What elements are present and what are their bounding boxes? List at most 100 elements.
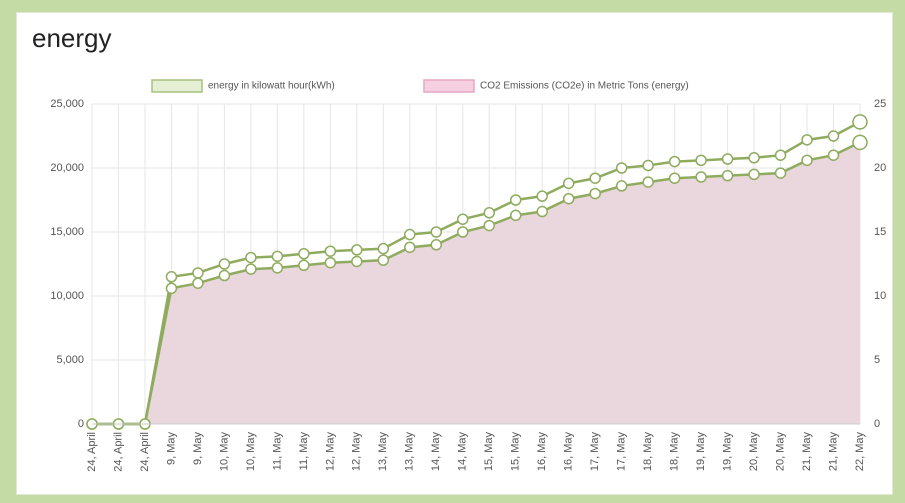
point [562, 177, 575, 190]
point [324, 245, 337, 257]
y2-tick-label: 0 [874, 418, 880, 430]
point [748, 168, 760, 181]
x-tick-label: 14, May [457, 432, 469, 472]
x-tick-label: 12, May [351, 432, 363, 472]
legend-label: energy in kilowatt hour(kWh) [208, 81, 335, 92]
x-tick-label: 24, April [112, 432, 124, 472]
point [430, 239, 443, 251]
point [589, 172, 601, 184]
x-tick-label: 19, May [695, 432, 707, 472]
y2-tick-label: 25 [874, 98, 886, 110]
point [774, 167, 787, 179]
legend-label: CO2 Emissions (CO2e) in Metric Tons (ene… [480, 81, 689, 92]
point [615, 180, 628, 192]
point [589, 187, 601, 200]
point [852, 134, 868, 151]
point [271, 250, 284, 263]
x-tick-label: 18, May [642, 432, 654, 472]
point [430, 226, 443, 238]
point [324, 256, 337, 269]
x-tick-label: 9, May [192, 432, 204, 466]
point [351, 255, 363, 268]
point [483, 207, 495, 219]
point [192, 277, 204, 289]
point [801, 134, 813, 146]
point [298, 248, 310, 260]
legend-swatch [151, 79, 203, 93]
point [404, 241, 416, 254]
point [245, 263, 257, 275]
point [509, 194, 522, 206]
point [271, 262, 284, 274]
x-tick-label: 10, May [218, 432, 230, 472]
point [509, 209, 522, 222]
point [721, 169, 734, 182]
x-tick-label: 17, May [616, 432, 628, 472]
point [695, 154, 707, 167]
y-tick-label: 10,000 [50, 290, 84, 302]
x-tick-label: 16, May [563, 432, 575, 472]
point [721, 153, 734, 165]
x-tick-label: 11, May [271, 432, 283, 471]
chart-title: energy [32, 23, 112, 53]
x-tick-label: 18, May [669, 432, 681, 472]
point [218, 258, 231, 270]
point [165, 271, 178, 283]
y2-tick-label: 15 [874, 226, 886, 238]
point [695, 171, 707, 183]
y-tick-label: 0 [78, 418, 84, 430]
x-tick-label: 21, May [827, 432, 839, 472]
point [668, 172, 681, 184]
x-tick-label: 20, May [748, 432, 760, 472]
x-tick-label: 13, May [377, 432, 389, 472]
x-tick-label: 11, May [298, 432, 310, 471]
point [748, 152, 760, 164]
y-tick-label: 25,000 [50, 98, 84, 110]
point [827, 130, 840, 142]
point [404, 228, 416, 241]
x-tick-label: 15, May [510, 432, 522, 472]
area [92, 142, 860, 424]
point [668, 155, 681, 168]
point [457, 226, 469, 238]
point [536, 205, 548, 218]
point [801, 154, 813, 167]
point [377, 242, 390, 255]
point [774, 149, 787, 161]
x-tick-label: 14, May [430, 432, 442, 472]
y2-tick-label: 10 [874, 290, 886, 302]
point [483, 219, 495, 232]
point [562, 192, 575, 205]
x-tick-label: 19, May [721, 432, 733, 472]
point [218, 269, 231, 282]
y2-tick-label: 20 [874, 162, 886, 174]
x-tick-label: 16, May [536, 432, 548, 472]
x-tick-label: 24, April [86, 432, 98, 472]
point [192, 267, 204, 279]
y-tick-label: 20,000 [50, 162, 84, 174]
x-tick-label: 21, May [801, 432, 813, 472]
point [852, 114, 868, 130]
y2-tick-label: 5 [874, 354, 880, 366]
point [298, 259, 310, 272]
x-tick-label: 9, May [165, 432, 177, 466]
y-tick-label: 5,000 [56, 354, 84, 366]
x-tick-label: 13, May [404, 432, 416, 472]
point [245, 251, 257, 264]
x-tick-label: 10, May [245, 432, 257, 472]
legend-swatch [423, 79, 475, 93]
y-tick-label: 15,000 [50, 226, 84, 238]
x-tick-label: 15, May [483, 432, 495, 472]
point [642, 176, 654, 188]
point [165, 282, 178, 295]
x-tick-label: 22, May [854, 432, 866, 472]
x-tick-label: 20, May [774, 432, 786, 472]
point [642, 159, 654, 172]
point [536, 190, 548, 202]
point [377, 254, 390, 266]
point [351, 244, 363, 256]
x-tick-label: 24, April [139, 432, 151, 472]
x-tick-label: 12, May [324, 432, 336, 472]
point [457, 213, 469, 225]
